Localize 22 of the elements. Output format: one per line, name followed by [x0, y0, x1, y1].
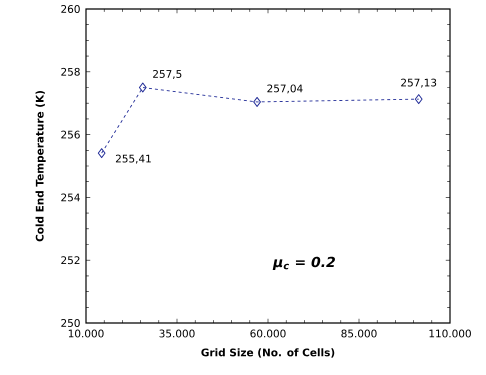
y-tick-label: 260 [61, 5, 80, 13]
y-tick-label: 252 [61, 256, 80, 264]
x-tick-label: 60.000 [250, 330, 286, 338]
x-tick-label: 85.000 [341, 330, 377, 338]
point [98, 148, 106, 158]
x-axis-title: Grid Size (No. of Cells) [201, 348, 334, 358]
data-label: 257,04 [267, 84, 303, 94]
y-tick-label: 258 [61, 68, 80, 76]
data-label: 255,41 [116, 154, 151, 164]
point [138, 82, 147, 92]
x-tick-label: 10.000 [68, 330, 104, 338]
data-label: 257,5 [153, 70, 182, 79]
x-tick-label: 35.000 [159, 330, 195, 338]
y-tick-label: 256 [61, 130, 80, 139]
x-tick-label: 110.000 [430, 330, 471, 338]
y-axis-title: Cold End Temperature (K) [36, 90, 46, 242]
y-tick-label: 250 [61, 319, 80, 327]
point [253, 96, 261, 107]
point [414, 94, 423, 104]
y-tick-label: 254 [61, 193, 80, 202]
text: μ$_{c}$ = 0.2 [272, 256, 335, 270]
data-label: 257,13 [401, 78, 436, 88]
